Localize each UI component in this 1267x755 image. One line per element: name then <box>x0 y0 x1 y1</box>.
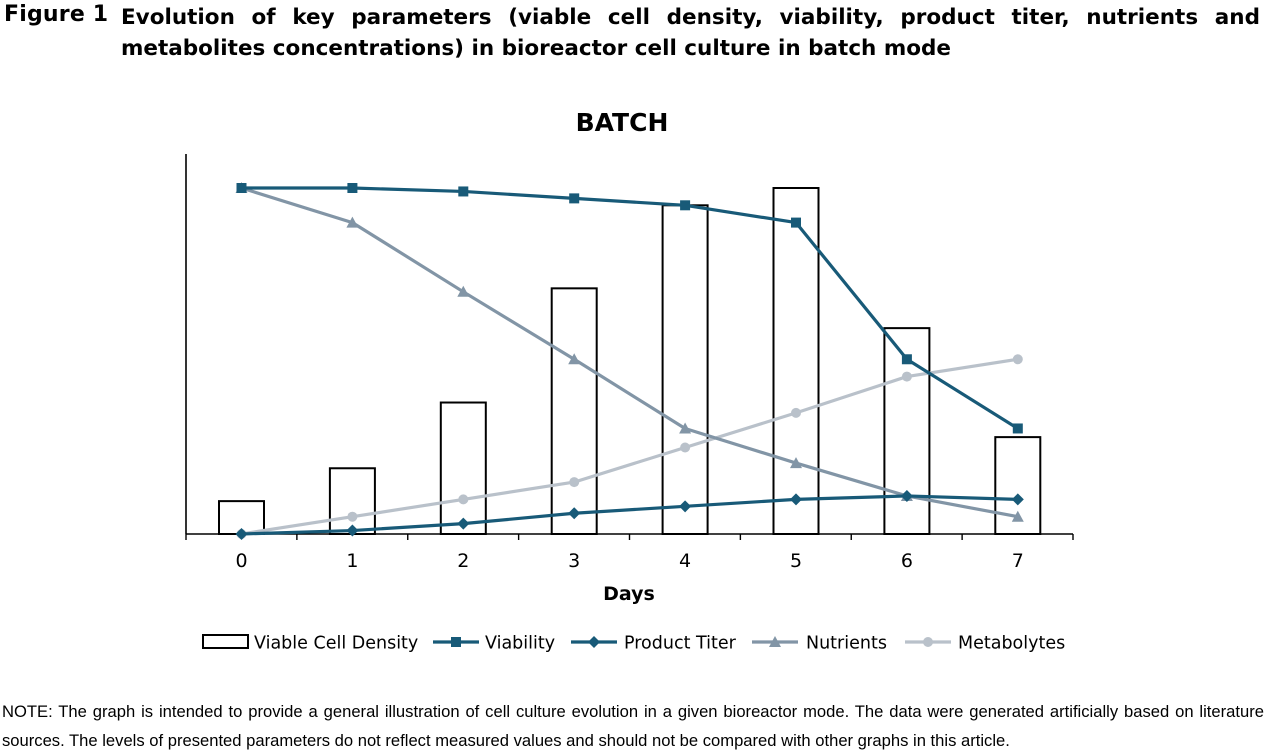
point-viability-day-0 <box>236 183 247 193</box>
legend-label-nutrients: Nutrients <box>806 634 887 654</box>
point-metabolytes-day-7 <box>1012 354 1023 365</box>
x-tick-label-3: 3 <box>568 550 580 572</box>
x-tick-label-2: 2 <box>457 550 469 572</box>
point-metabolytes-day-2 <box>458 494 469 505</box>
series-line-metabolytes <box>241 357 1019 536</box>
legend-marker-viability <box>451 637 461 647</box>
bars-layer <box>218 187 1042 536</box>
legend-marker-product-titer <box>588 636 600 648</box>
point-metabolytes-day-3 <box>569 477 580 488</box>
x-axis-label: Days <box>603 583 655 605</box>
bar-viable-cell-density-day-3 <box>550 287 598 535</box>
legend-item-viability: Viability <box>433 634 555 654</box>
legend: Viable Cell Density Viability Product Tite… <box>202 634 1065 654</box>
point-viability-day-5 <box>791 217 801 228</box>
bar-viable-cell-density-day-1 <box>328 467 376 536</box>
lines-layer <box>235 182 1024 540</box>
figure-note: NOTE: The graph is intended to provide a… <box>2 702 1264 750</box>
series-line-product-titer <box>241 494 1018 536</box>
point-nutrients-day-7 <box>1011 510 1024 522</box>
legend-item-product-titer: Product Titer <box>571 634 737 654</box>
point-viability-day-7 <box>1012 423 1023 434</box>
point-metabolytes-day-5 <box>791 407 801 418</box>
point-metabolytes-day-6 <box>901 371 912 382</box>
x-tick-label-6: 6 <box>901 550 913 572</box>
bar-viable-cell-density-day-2 <box>439 401 487 535</box>
x-tick-label-7: 7 <box>1012 550 1024 572</box>
point-nutrients-day-5 <box>790 457 802 469</box>
x-tick-label-5: 5 <box>790 550 802 572</box>
legend-label-product-titer: Product Titer <box>624 634 737 654</box>
point-viability-day-4 <box>680 200 691 211</box>
figure-caption: Evolution of key parameters (viable cell… <box>121 5 1260 61</box>
point-nutrients-day-1 <box>346 216 359 228</box>
x-tick-label-0: 0 <box>235 550 247 572</box>
axes-layer: 0 1 2 3 4 5 6 7 <box>185 154 1074 572</box>
point-product-titer-day-6 <box>900 489 913 502</box>
point-product-titer-day-2 <box>457 517 470 530</box>
series-line-viability <box>241 186 1019 430</box>
legend-label-viable-cell-density: Viable Cell Density <box>254 634 418 654</box>
legend-label-metabolytes: Metabolytes <box>958 634 1065 654</box>
series-line-nutrients <box>241 186 1019 519</box>
point-product-titer-day-7 <box>1011 493 1024 506</box>
legend-label-viability: Viability <box>485 634 555 654</box>
legend-item-viable-cell-density: Viable Cell Density <box>202 634 418 654</box>
point-nutrients-day-3 <box>568 353 581 365</box>
bar-viable-cell-density-day-4 <box>661 204 709 536</box>
point-nutrients-day-2 <box>457 285 470 297</box>
point-viability-day-1 <box>347 183 358 193</box>
legend-item-nutrients: Nutrients <box>752 634 887 654</box>
legend-item-metabolytes: Metabolytes <box>905 634 1065 654</box>
legend-marker-metabolytes <box>923 637 933 647</box>
point-viability-day-3 <box>569 193 580 204</box>
legend-swatch-viable-cell-density <box>202 634 249 649</box>
point-product-titer-day-1 <box>346 524 359 537</box>
point-product-titer-day-0 <box>235 528 248 540</box>
x-tick-label-1: 1 <box>346 550 358 572</box>
x-tick-label-4: 4 <box>679 550 691 572</box>
point-viability-day-6 <box>901 354 912 365</box>
point-nutrients-day-4 <box>679 422 692 434</box>
figure-label: Figure 1 <box>4 2 109 27</box>
legend-marker-nutrients <box>769 636 781 647</box>
point-metabolytes-day-4 <box>680 442 691 453</box>
point-product-titer-day-3 <box>568 507 581 520</box>
chart-title: BATCH <box>576 108 669 137</box>
point-viability-day-2 <box>458 186 469 197</box>
point-metabolytes-day-1 <box>347 511 358 522</box>
point-product-titer-day-5 <box>790 493 802 506</box>
point-product-titer-day-4 <box>679 500 692 513</box>
